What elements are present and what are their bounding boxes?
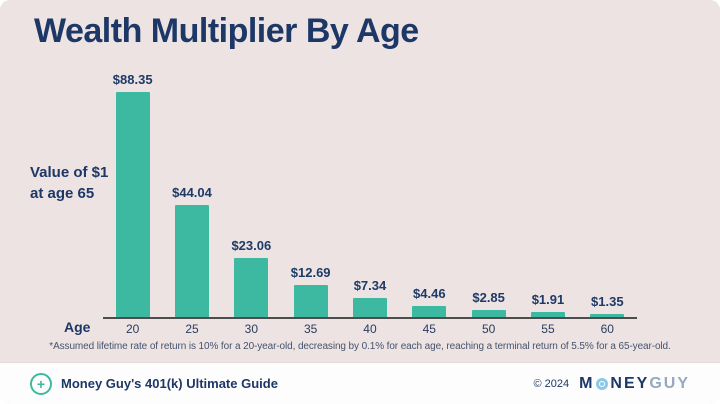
x-tick-label: 30 — [244, 322, 258, 336]
bar-group-age-55: $1.91 — [518, 66, 577, 317]
bar-group-age-30: $23.06 — [222, 66, 281, 317]
bar-value-label: $88.35 — [112, 72, 153, 87]
bar-group-age-50: $2.85 — [459, 66, 518, 317]
bar-value-label: $44.04 — [172, 185, 212, 200]
bar-value-label: $1.91 — [531, 292, 565, 307]
bar — [352, 298, 387, 317]
footer-guide-title: Money Guy's 401(k) Ultimate Guide — [61, 376, 278, 391]
bar-group-age-25: $44.04 — [162, 66, 221, 317]
y-axis-label: Value of $1 at age 65 — [30, 164, 109, 202]
x-tick-label: 60 — [600, 322, 614, 336]
logo-letter-m: M — [579, 374, 595, 392]
x-axis-label: Age — [64, 319, 91, 335]
x-tick-label: 35 — [303, 322, 318, 336]
bar-chart: $88.35 $44.04 $23.06 $12.69 $7.34 $4.46 $2.85 $… — [103, 66, 637, 319]
x-tick-label: 55 — [541, 322, 555, 336]
bar-value-label: $23.06 — [231, 238, 272, 253]
logo-letters-ney: NEY — [610, 374, 650, 392]
x-axis-ticks: 20 25 30 35 40 45 50 55 60 — [103, 322, 637, 336]
footer-bar: + Money Guy's 401(k) Ultimate Guide © 20… — [0, 362, 720, 404]
x-tick-label: 25 — [185, 322, 199, 336]
logo-letters-guy: GUY — [649, 374, 690, 392]
bar-value-label: $12.69 — [290, 265, 331, 280]
x-tick-label: 50 — [481, 322, 496, 336]
bar — [293, 285, 328, 317]
logo-o-icon: O — [596, 377, 609, 390]
bar-group-age-45: $4.46 — [400, 66, 459, 317]
bar — [234, 258, 269, 317]
bar-group-age-35: $12.69 — [281, 66, 340, 317]
bar — [174, 205, 209, 317]
footer-left: + Money Guy's 401(k) Ultimate Guide — [30, 372, 278, 395]
bar-value-label: $1.35 — [591, 294, 624, 309]
bar-value-label: $2.85 — [472, 290, 505, 305]
bar-group-age-40: $7.34 — [340, 66, 399, 317]
moneyguy-logo: M O NEY GUY — [579, 375, 690, 393]
bar — [412, 306, 447, 317]
page-title: Wealth Multiplier By Age — [34, 12, 419, 50]
bar — [471, 310, 506, 317]
bar — [115, 92, 150, 317]
x-tick-label: 20 — [125, 322, 140, 336]
bar — [590, 314, 625, 317]
x-tick-label: 40 — [363, 322, 377, 336]
x-tick-label: 45 — [422, 322, 436, 336]
copyright-text: © 2024 — [533, 377, 570, 390]
bar-value-label: $7.34 — [353, 278, 387, 293]
bar-group-age-20: $88.35 — [103, 66, 162, 317]
bar-value-label: $4.46 — [413, 286, 446, 301]
bar-group-age-60: $1.35 — [578, 66, 637, 317]
footer-right: © 2024 M O NEY GUY — [533, 375, 690, 393]
bar — [530, 312, 565, 317]
chart-footnote: *Assumed lifetime rate of return is 10% … — [49, 341, 671, 352]
money-guy-plus-badge-icon: + — [30, 372, 52, 395]
